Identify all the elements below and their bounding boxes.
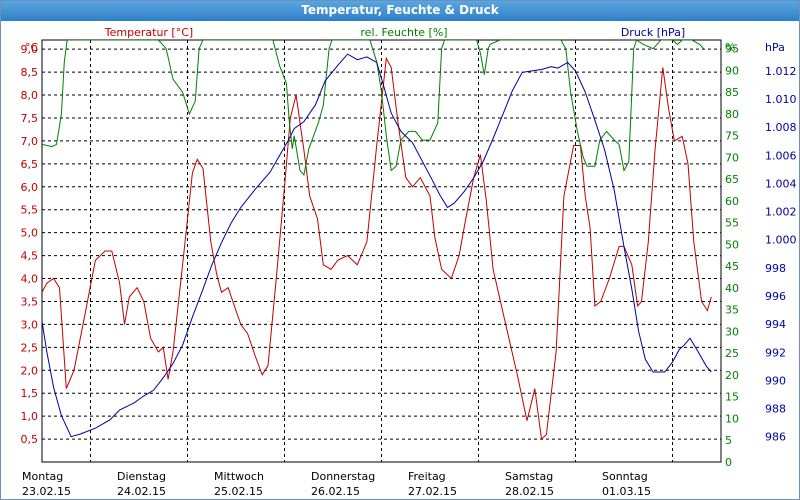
tick-label-humidity: 70: [725, 151, 739, 164]
tick-label-humidity: 65: [725, 173, 739, 186]
tick-label-humidity: 60: [725, 195, 739, 208]
tick-label-temperature: 3,5: [21, 295, 39, 308]
tick-label-temperature: 4,5: [21, 250, 39, 263]
x-date-label: 24.02.15: [117, 485, 166, 498]
tick-label-humidity: 45: [725, 260, 739, 273]
tick-label-humidity: 25: [725, 347, 739, 360]
x-day-label: Dienstag: [117, 470, 166, 483]
x-day-label: Montag: [22, 470, 63, 483]
x-day-label: Donnerstag: [311, 470, 375, 483]
tick-label-temperature: 1,0: [21, 410, 39, 423]
x-date-label: 01.03.15: [602, 485, 651, 498]
tick-label-humidity: 0: [725, 456, 732, 469]
window-title: Temperatur, Feuchte & Druck: [301, 3, 499, 17]
unit-label-temperature: °C: [25, 41, 39, 54]
chart-canvas: 0,5 1,0 1,5 2,0 2,5 3,0 3,5 4,0 4,5 5,0 5,5 6,0 6,5 7…: [21, 26, 797, 498]
x-date-label: 28.02.15: [505, 485, 554, 498]
tick-label-humidity: 40: [725, 282, 739, 295]
series-line-temperature: [42, 56, 712, 441]
legend-humidity: rel. Feuchte [%]: [360, 26, 447, 39]
tick-label-humidity: 30: [725, 325, 739, 338]
x-date-label: 27.02.15: [408, 485, 457, 498]
tick-label-humidity: 15: [725, 391, 739, 404]
tick-label-temperature: 0,5: [21, 433, 39, 446]
tick-label-temperature: 6,5: [21, 158, 39, 171]
tick-label-pressure: 1.006: [765, 149, 797, 162]
tick-label-pressure: 1.004: [765, 177, 797, 190]
tick-label-temperature: 8,0: [21, 89, 39, 102]
tick-label-temperature: 8,5: [21, 66, 39, 79]
unit-label-pressure: hPa: [765, 41, 785, 54]
tick-label-temperature: 9,0: [21, 43, 39, 56]
x-date-label: 26.02.15: [311, 485, 360, 498]
tick-label-pressure: 996: [765, 290, 786, 303]
tick-label-pressure: 990: [765, 374, 786, 387]
x-day-label: Sonntag: [602, 470, 648, 483]
tick-label-temperature: 2,0: [21, 364, 39, 377]
tick-label-pressure: 994: [765, 318, 786, 331]
tick-label-humidity: 35: [725, 304, 739, 317]
x-date-label: 25.02.15: [214, 485, 263, 498]
legend-pressure: Druck [hPa]: [621, 26, 685, 39]
series-line-pressure: [42, 53, 712, 438]
tick-label-temperature: 4,0: [21, 273, 39, 286]
tick-label-pressure: 1.002: [765, 206, 797, 219]
tick-label-humidity: 20: [725, 369, 739, 382]
tick-label-pressure: 992: [765, 346, 786, 359]
x-day-label: Freitag: [408, 470, 446, 483]
title-bar: Temperatur, Feuchte & Druck: [1, 1, 799, 21]
tick-label-temperature: 3,0: [21, 318, 39, 331]
tick-label-pressure: 986: [765, 431, 786, 444]
tick-label-humidity: 5: [725, 434, 732, 447]
tick-label-humidity: 85: [725, 86, 739, 99]
tick-label-temperature: 5,5: [21, 204, 39, 217]
tick-label-humidity: 95: [725, 43, 739, 56]
tick-label-pressure: 1.000: [765, 234, 797, 247]
tick-label-temperature: 2,5: [21, 341, 39, 354]
tick-label-pressure: 988: [765, 403, 786, 416]
tick-label-pressure: 1.010: [765, 93, 797, 106]
tick-label-pressure: 1.012: [765, 65, 797, 78]
tick-label-humidity: 50: [725, 238, 739, 251]
unit-label-humidity: %: [725, 41, 735, 54]
legend-temperature: Temperatur [°C]: [104, 26, 193, 39]
series-line-humidity: [42, 40, 704, 176]
x-day-label: Samstag: [505, 470, 553, 483]
x-day-label: Mittwoch: [214, 470, 264, 483]
tick-label-pressure: 998: [765, 262, 786, 275]
tick-label-humidity: 55: [725, 217, 739, 230]
tick-label-temperature: 6,0: [21, 181, 39, 194]
tick-label-temperature: 1,5: [21, 387, 39, 400]
tick-label-humidity: 75: [725, 130, 739, 143]
tick-label-humidity: 80: [725, 108, 739, 121]
tick-label-temperature: 5,0: [21, 227, 39, 240]
tick-label-pressure: 1.008: [765, 121, 797, 134]
tick-label-humidity: 10: [725, 412, 739, 425]
x-date-label: 23.02.15: [22, 485, 71, 498]
tick-label-humidity: 90: [725, 64, 739, 77]
tick-label-temperature: 7,5: [21, 112, 39, 125]
tick-label-temperature: 7,0: [21, 135, 39, 148]
